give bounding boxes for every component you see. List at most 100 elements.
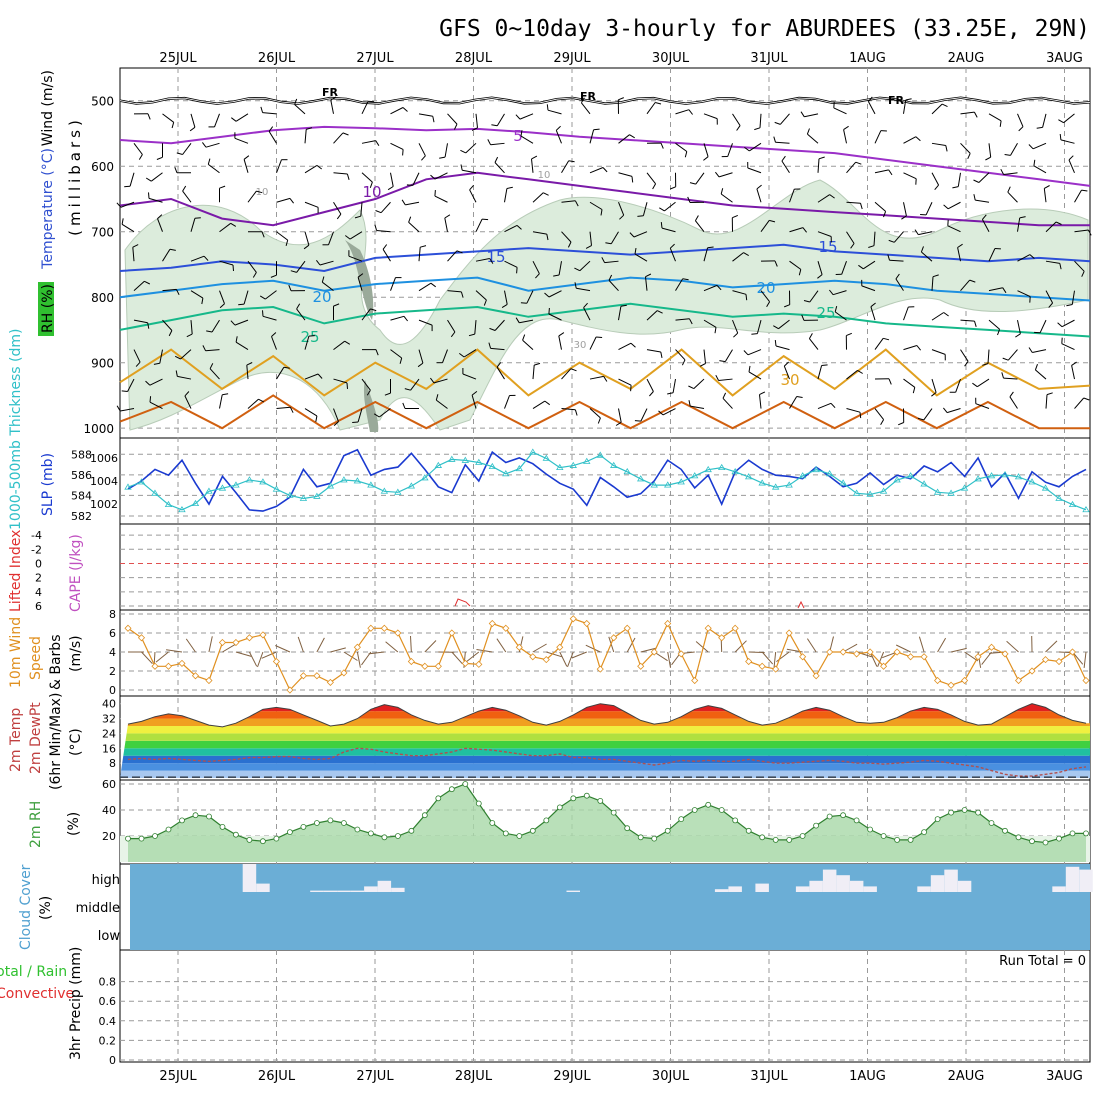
wind-barb	[523, 340, 533, 349]
rh2m-point	[301, 824, 306, 829]
wind-barb	[847, 162, 856, 173]
bottom-date-label: 29JUL	[553, 1069, 591, 1084]
wind-barb	[619, 343, 632, 349]
wind-barb-flag	[534, 363, 540, 365]
freezing-level-label: FR	[322, 86, 339, 99]
wind10-barb	[298, 637, 303, 652]
cloud-high-bar	[944, 870, 958, 892]
rh2m-point	[544, 818, 549, 823]
rh2m-point	[517, 834, 522, 839]
wind10-point	[476, 661, 482, 667]
cloud-high-bar	[809, 881, 823, 892]
wind-barb	[409, 222, 419, 231]
wind-barb-flag	[801, 112, 804, 117]
wind10-barb	[386, 642, 398, 652]
wind-barb-flag	[148, 114, 150, 120]
wind-barb-flag	[881, 420, 884, 425]
wind-barb-flag	[661, 143, 663, 149]
wind-barb-flag	[906, 99, 912, 100]
rh2m-point	[422, 813, 427, 818]
wind-barb-flag	[719, 361, 725, 362]
wind-barb-flag	[491, 125, 497, 126]
cloud-high-bar	[728, 886, 742, 892]
rh2m-point	[328, 818, 333, 823]
rh2m-point	[922, 830, 927, 835]
wind-barb-flag	[942, 104, 947, 107]
wind10-point	[152, 663, 158, 669]
wind-barb	[958, 173, 960, 187]
wind-barb	[521, 136, 533, 143]
wind-barb-flag	[431, 283, 436, 287]
wind-barb	[875, 131, 881, 144]
wind-barb-flag	[861, 203, 863, 209]
cloud-level-label: high	[92, 873, 120, 888]
contour-label: 30	[574, 340, 587, 351]
rh-label: RH (%)	[40, 284, 56, 333]
wind-barb	[647, 350, 661, 352]
wind10-point	[1083, 678, 1089, 684]
wind-barb-flag	[222, 394, 228, 395]
wind-barb-flag	[637, 216, 643, 217]
slp-line	[128, 450, 1086, 511]
rh2m-point	[1043, 840, 1048, 845]
wind-barb	[719, 379, 733, 380]
wind10-barb	[466, 652, 479, 662]
rh2m-point	[341, 821, 346, 826]
wind10-point	[422, 663, 428, 669]
wind-barb-flag	[723, 393, 726, 398]
wind-barb-flag	[263, 310, 264, 316]
wind-barb-flag	[751, 334, 757, 335]
wind-barb	[305, 202, 318, 207]
wind-barb-flag	[689, 110, 693, 115]
wind-barb-flag	[757, 185, 762, 189]
wind-barb-flag	[172, 122, 174, 128]
wind-barb	[405, 202, 419, 205]
wind-barb	[466, 143, 476, 153]
wind-barb-flag	[917, 346, 921, 351]
wind-barb	[818, 159, 819, 173]
wind-barb-flag	[649, 392, 653, 397]
wind-barb	[263, 113, 277, 114]
wind-barb-flag	[409, 217, 411, 223]
wind-barb	[676, 143, 687, 151]
wind10-point	[840, 649, 846, 655]
cloud-high-bar	[836, 875, 850, 892]
wind-barb	[619, 409, 622, 423]
rh2m-point	[153, 834, 158, 839]
wind10-barb	[186, 639, 195, 652]
wind-barb-flag	[202, 142, 206, 147]
thickness-tick-label: 582	[71, 510, 92, 523]
wind-barb-flag	[968, 153, 971, 158]
rh2m-point	[760, 835, 765, 840]
wind-barb	[721, 194, 732, 202]
top-date-label: 25JUL	[159, 51, 197, 66]
wind-barb-flag	[150, 396, 151, 402]
rh2m-point	[355, 827, 360, 832]
rh2m-point	[233, 832, 238, 837]
wind-barb-flag	[547, 104, 548, 110]
rh2m-point	[1070, 831, 1075, 836]
wind-barb-flag	[368, 101, 374, 102]
rh2m-point	[314, 821, 319, 826]
wind-barb-flag	[844, 126, 849, 129]
wind-barb-flag	[754, 128, 760, 130]
wind-barb	[305, 129, 306, 143]
wind-barb	[904, 137, 916, 144]
wind-barb-flag	[596, 337, 602, 338]
rh2m-point	[180, 818, 185, 823]
wind-barb-flag	[139, 155, 142, 160]
wind-barb-flag	[1044, 186, 1049, 189]
wind-barb-flag	[1069, 156, 1073, 160]
lifted-index-blip	[455, 599, 470, 606]
wind-barb	[904, 307, 909, 320]
rh-shading	[125, 180, 1088, 430]
temp2m-label-b: 2m DewPt	[28, 702, 44, 774]
wind-barb	[505, 396, 510, 409]
temp-band	[120, 763, 1090, 770]
wind-barb	[362, 173, 372, 182]
wind-barb-flag	[1066, 305, 1072, 306]
wind-barb	[961, 350, 969, 362]
wind10-point	[692, 678, 698, 684]
